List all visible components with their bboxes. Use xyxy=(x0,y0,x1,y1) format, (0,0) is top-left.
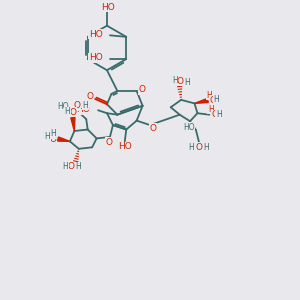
Text: HO: HO xyxy=(183,123,194,132)
Text: HO: HO xyxy=(57,102,68,111)
Text: H: H xyxy=(208,105,214,114)
Text: O: O xyxy=(106,138,113,147)
Text: HO: HO xyxy=(89,53,103,62)
Text: H: H xyxy=(203,143,209,152)
Text: H: H xyxy=(44,132,50,141)
Text: H: H xyxy=(213,95,219,104)
Text: H: H xyxy=(63,162,68,171)
Text: H: H xyxy=(65,107,70,116)
Text: H: H xyxy=(184,78,190,87)
Text: O: O xyxy=(176,77,183,86)
Text: H: H xyxy=(50,129,56,138)
Polygon shape xyxy=(71,117,75,131)
Polygon shape xyxy=(58,137,70,141)
Text: O: O xyxy=(86,92,93,101)
Text: HO: HO xyxy=(102,2,115,11)
Text: H: H xyxy=(216,110,222,118)
Text: H: H xyxy=(83,101,88,110)
Text: O: O xyxy=(195,143,203,152)
Text: H: H xyxy=(75,162,81,171)
Text: HO: HO xyxy=(118,142,132,151)
Text: O: O xyxy=(49,134,56,143)
Text: O: O xyxy=(209,96,216,105)
Text: HO: HO xyxy=(89,30,103,39)
Text: H: H xyxy=(189,143,194,152)
Polygon shape xyxy=(194,98,208,104)
Text: HO: HO xyxy=(76,105,90,114)
Text: H: H xyxy=(206,91,212,100)
Text: O: O xyxy=(73,101,80,110)
Text: O: O xyxy=(139,85,145,94)
Text: O: O xyxy=(211,110,218,119)
Text: O: O xyxy=(68,162,75,171)
Text: O: O xyxy=(69,108,76,117)
Text: H: H xyxy=(172,76,178,85)
Text: O: O xyxy=(149,124,157,133)
